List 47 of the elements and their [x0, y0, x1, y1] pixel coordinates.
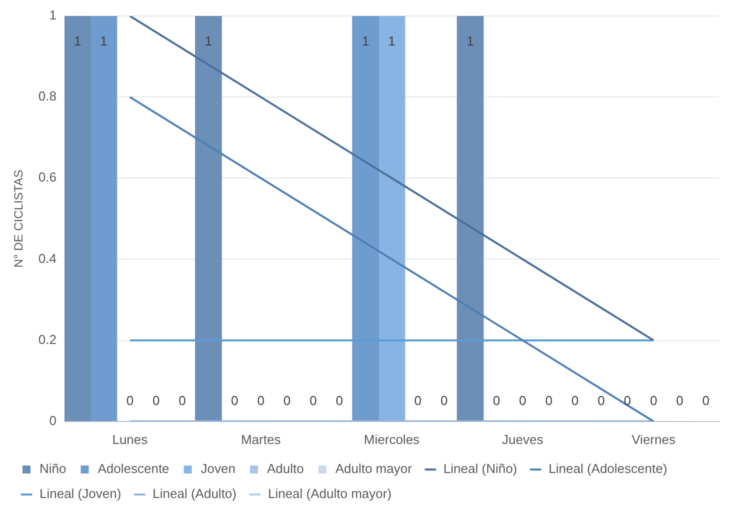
legend-label: Niño [40, 461, 66, 476]
data-label: 1 [74, 34, 82, 49]
y-tick-label: 0.2 [38, 332, 56, 347]
data-label: 1 [466, 34, 474, 49]
data-label: 0 [257, 392, 264, 408]
data-label: 0 [440, 392, 448, 408]
y-axis-title: N° DE CICLISTAS [12, 170, 26, 268]
data-label: 0 [676, 392, 684, 408]
data-label: 0 [336, 392, 343, 408]
data-label: 0 [519, 392, 526, 408]
data-label: 1 [362, 34, 370, 49]
data-label: 1 [204, 34, 212, 49]
legend-label: Joven [200, 461, 236, 476]
data-label: 0 [624, 392, 631, 408]
legend-label: Lineal (Adulto mayor) [268, 486, 392, 502]
legend-label: Adolescente [98, 461, 170, 476]
data-label: 1 [388, 34, 396, 49]
data-label: 0 [231, 392, 238, 408]
y-tick-label: 0.4 [38, 250, 56, 266]
data-label: 0 [492, 392, 500, 408]
y-tick-label: 0.8 [38, 88, 56, 104]
x-tick-label: Viernes [632, 432, 676, 447]
data-label: 0 [152, 392, 160, 408]
data-label: 0 [545, 392, 552, 408]
y-tick-label: 0 [49, 412, 56, 428]
data-label: 0 [650, 392, 658, 408]
data-label: 0 [702, 392, 710, 408]
data-label: 0 [310, 392, 317, 408]
x-tick-label: Miercoles [364, 432, 420, 447]
data-label: 0 [598, 392, 605, 408]
data-label: 0 [414, 392, 422, 408]
legend-label: Adulto mayor [335, 461, 413, 476]
legend-label: Lineal (Adulto) [152, 486, 236, 502]
data-label: 0 [178, 392, 186, 408]
legend-label: Lineal (Joven) [40, 486, 122, 502]
y-tick-label: 1 [49, 8, 56, 23]
y-tick-label: 0.6 [38, 170, 56, 185]
x-tick-label: Lunes [112, 432, 148, 447]
data-label: 0 [126, 392, 134, 408]
legend-label: Lineal (Niño) [443, 461, 518, 476]
legend-label: Adulto [266, 461, 304, 476]
x-tick-label: Jueves [502, 432, 544, 447]
x-tick-label: Martes [240, 432, 282, 447]
data-label: 0 [571, 392, 579, 408]
data-label: 0 [283, 392, 291, 408]
data-label: 1 [100, 34, 108, 49]
legend-label: Lineal (Adolescente) [548, 461, 668, 476]
